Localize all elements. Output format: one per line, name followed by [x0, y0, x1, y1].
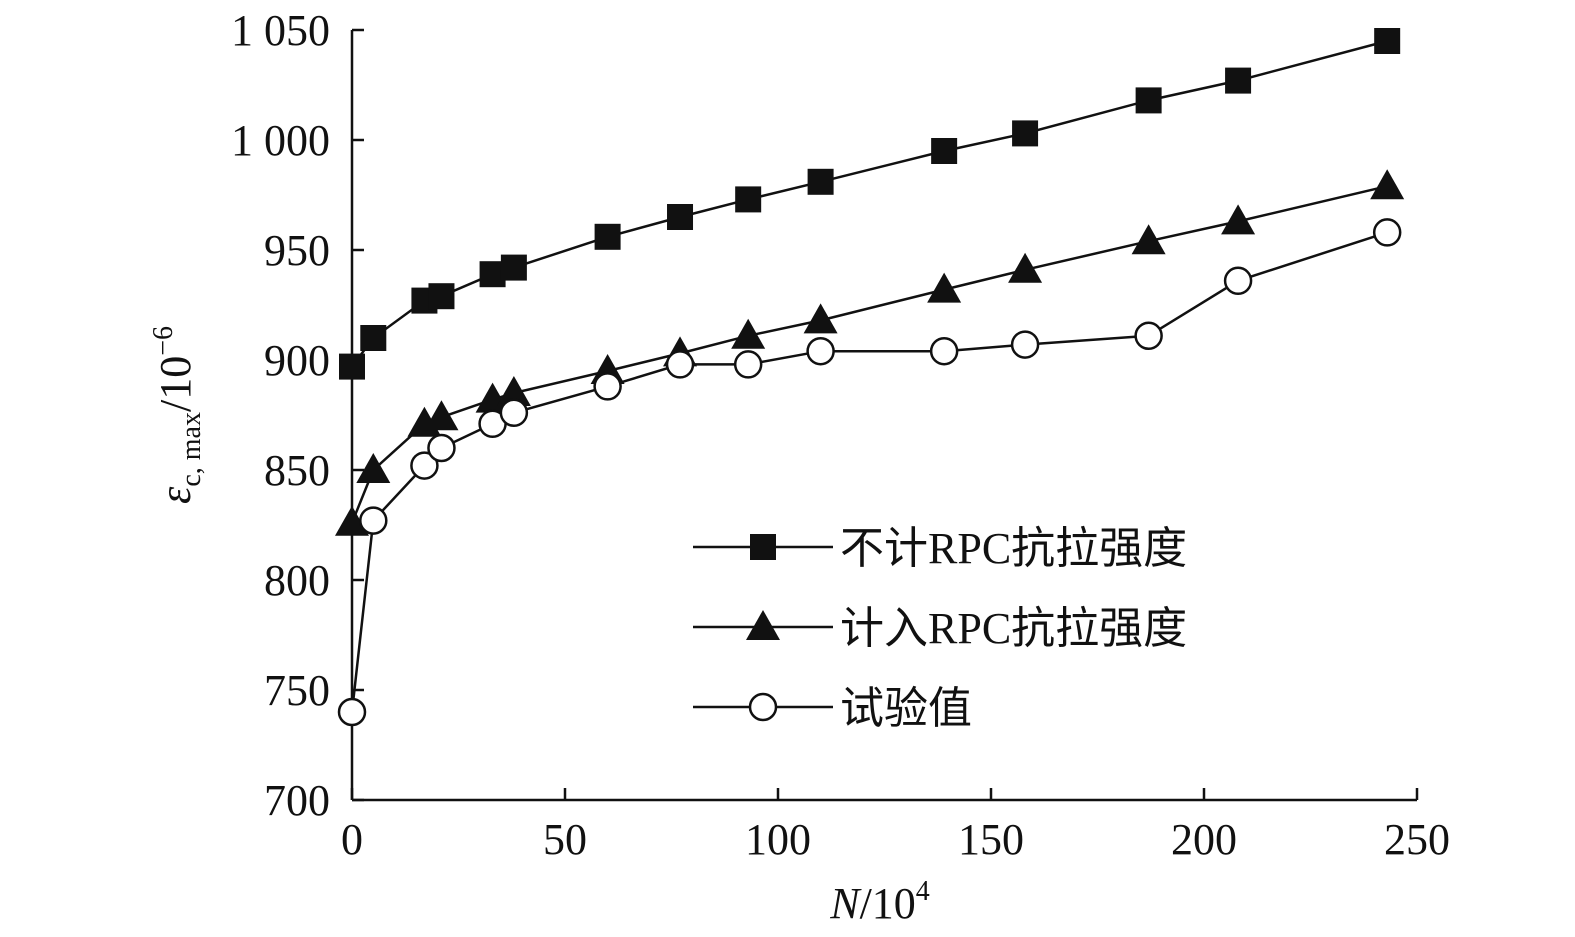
x-tick-label: 50 [543, 815, 587, 864]
data-point [667, 204, 694, 230]
y-tick-label: 950 [264, 226, 330, 275]
legend-marker [746, 610, 780, 640]
y-tick-label: 1 050 [231, 6, 330, 55]
y-axis-exponent: −6 [148, 326, 179, 356]
data-point [1135, 87, 1162, 114]
x-tick-label: 200 [1171, 815, 1237, 864]
y-tick-label: 850 [264, 446, 330, 495]
data-point [335, 505, 369, 536]
data-point [356, 453, 391, 483]
x-axis-exponent: 4 [916, 876, 930, 907]
series-ignoring-rpc-tensile [339, 28, 1401, 380]
axes [350, 30, 1417, 802]
data-point [1372, 218, 1402, 247]
y-tick-label: 700 [264, 776, 330, 825]
data-point [360, 325, 387, 351]
data-point [1134, 321, 1163, 351]
data-point [931, 138, 958, 164]
legend-item: 计入RPC抗拉强度 [693, 604, 1187, 653]
data-point [803, 303, 838, 334]
data-point [1221, 204, 1256, 235]
series-including-rpc-tensile [335, 169, 1405, 536]
y-axis-title: εc, max/10−6 [148, 326, 207, 504]
y-axis-unit: /10 [151, 356, 200, 412]
x-tick-label: 0 [341, 815, 363, 864]
x-ticks: 0 50 100 150 200 250 [341, 788, 1450, 864]
legend-label: 试验值 [840, 684, 972, 733]
data-point [807, 168, 834, 195]
y-tick-label: 800 [264, 556, 330, 605]
data-point [1012, 120, 1039, 147]
legend-item: 试验值 [693, 684, 972, 733]
data-point [410, 451, 439, 480]
y-axis-subscript: c, max [176, 412, 207, 487]
data-point [337, 697, 367, 727]
data-point [806, 336, 835, 366]
data-point [496, 376, 531, 406]
data-point [359, 506, 388, 535]
x-tick-label: 150 [958, 815, 1024, 864]
series-group [335, 28, 1405, 727]
data-point [428, 283, 455, 310]
data-point [427, 433, 456, 463]
y-ticks: 700 750 800 850 900 950 1 000 1 050 [231, 6, 364, 825]
data-point [929, 336, 959, 366]
x-axis-title: N/104 [829, 876, 930, 928]
series-test-values [337, 218, 1402, 727]
data-point [665, 350, 695, 379]
data-point [1374, 28, 1401, 54]
data-point [1131, 224, 1166, 255]
data-point [731, 318, 766, 349]
data-point [1225, 67, 1252, 94]
x-tick-label: 100 [745, 815, 811, 864]
legend-label: 不计RPC抗拉强度 [840, 524, 1187, 573]
y-tick-label: 1 000 [231, 116, 330, 165]
legend-marker [750, 534, 776, 560]
data-point [1223, 266, 1253, 296]
data-point [1010, 330, 1040, 359]
x-axis-unit: /10 [860, 879, 916, 928]
legend-marker [748, 692, 778, 722]
data-point [733, 350, 763, 379]
series-line [350, 184, 1388, 524]
data-point [339, 353, 365, 380]
data-point [594, 223, 621, 250]
y-tick-label: 900 [264, 336, 330, 385]
y-tick-label: 750 [264, 666, 330, 715]
data-point [1370, 169, 1405, 200]
data-point [499, 398, 529, 428]
data-point [735, 186, 762, 213]
x-tick-label: 250 [1384, 815, 1450, 864]
y-axis-variable: ε [151, 486, 200, 504]
data-point [593, 372, 622, 401]
data-point [424, 400, 459, 431]
data-point [927, 272, 962, 303]
legend-item: 不计RPC抗拉强度 [693, 524, 1187, 573]
legend-label: 计入RPC抗拉强度 [840, 604, 1187, 653]
data-point [500, 254, 527, 281]
data-point [1008, 252, 1043, 283]
x-axis-variable: N [829, 879, 862, 928]
